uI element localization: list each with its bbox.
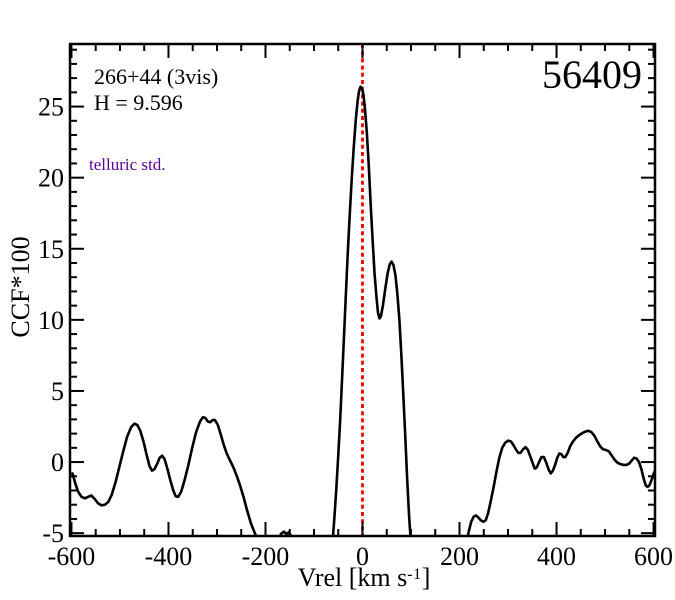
y-axis-tick-label: 25 [38, 93, 64, 122]
ccf-curve [278, 530, 293, 536]
x-axis-tick-label: 600 [634, 542, 673, 571]
x-axis-title: Vrel [km s-1] [239, 563, 489, 593]
source-id-label: 266+44 (3vis) [94, 64, 219, 89]
x-axis-tick-label: -400 [145, 542, 193, 571]
x-axis-tick-label: -600 [48, 542, 96, 571]
ccf-curve [71, 416, 258, 536]
y-axis-tick-label: 20 [38, 164, 64, 193]
h-magnitude-label: H = 9.596 [94, 90, 183, 115]
ccf-curve [331, 85, 412, 536]
x-axis-tick-label: 400 [537, 542, 576, 571]
y-axis-tick-label: 15 [38, 235, 64, 264]
epoch-label: 56409 [542, 52, 642, 97]
y-axis-tick-label: -5 [42, 519, 64, 548]
x-axis-tick-label: 200 [440, 542, 479, 571]
y-axis-tick-label: 5 [51, 377, 64, 406]
y-axis-tick-label: 10 [38, 306, 64, 335]
telluric-std-label: telluric std. [89, 155, 166, 174]
x-axis-title-superscript: -1 [407, 566, 422, 583]
x-axis-tick-label: -200 [242, 542, 290, 571]
y-axis-tick-label: 0 [51, 448, 64, 477]
x-axis-title-prefix: Vrel [km s [297, 563, 408, 592]
y-axis-title: CCF*100 [6, 236, 35, 338]
ccf-curve [466, 429, 655, 536]
x-axis-title-suffix: ] [421, 563, 431, 592]
x-axis-tick-label: 0 [356, 542, 369, 571]
